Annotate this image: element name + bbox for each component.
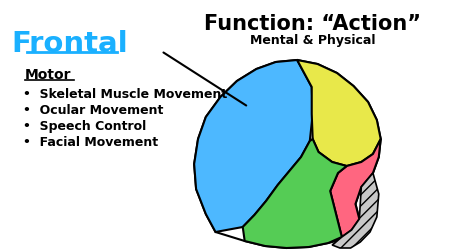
Text: •  Skeletal Muscle Movement: • Skeletal Muscle Movement <box>23 88 228 101</box>
Polygon shape <box>332 173 379 248</box>
Polygon shape <box>330 139 381 237</box>
Polygon shape <box>243 139 346 248</box>
Polygon shape <box>297 61 381 166</box>
Text: Function: “Action”: Function: “Action” <box>204 14 421 34</box>
Text: •  Facial Movement: • Facial Movement <box>23 136 158 148</box>
Text: Frontal: Frontal <box>11 30 128 58</box>
Text: Motor: Motor <box>25 68 72 82</box>
Polygon shape <box>194 61 381 248</box>
Text: Mental & Physical: Mental & Physical <box>250 34 375 47</box>
Polygon shape <box>194 61 313 232</box>
Text: •  Ocular Movement: • Ocular Movement <box>23 104 164 116</box>
Text: •  Speech Control: • Speech Control <box>23 119 146 133</box>
